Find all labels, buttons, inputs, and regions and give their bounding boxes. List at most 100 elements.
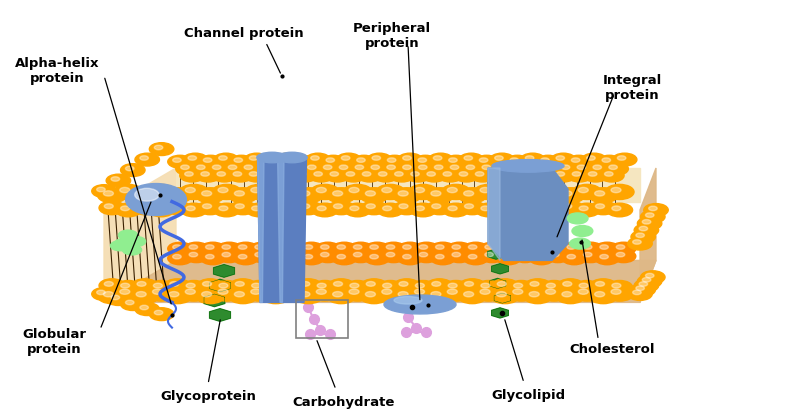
Circle shape — [154, 283, 162, 288]
Circle shape — [114, 184, 142, 200]
Circle shape — [168, 252, 192, 265]
Circle shape — [583, 245, 592, 249]
Circle shape — [332, 252, 357, 265]
Circle shape — [346, 172, 354, 176]
Circle shape — [299, 252, 324, 265]
Circle shape — [312, 203, 338, 217]
Circle shape — [414, 242, 438, 255]
Circle shape — [179, 184, 208, 200]
Circle shape — [600, 255, 608, 259]
Circle shape — [536, 155, 560, 168]
Circle shape — [594, 191, 605, 196]
Circle shape — [183, 153, 207, 166]
Circle shape — [573, 184, 602, 200]
Circle shape — [146, 286, 175, 301]
Circle shape — [304, 255, 313, 259]
Circle shape — [402, 156, 411, 160]
Circle shape — [448, 206, 457, 211]
Circle shape — [398, 291, 408, 297]
Circle shape — [230, 201, 256, 215]
Circle shape — [628, 288, 652, 300]
Circle shape — [464, 291, 474, 297]
Circle shape — [434, 156, 442, 160]
Circle shape — [148, 281, 174, 294]
Circle shape — [334, 163, 359, 175]
Circle shape — [562, 204, 572, 209]
Ellipse shape — [277, 152, 307, 163]
Text: Alpha-helix
protein: Alpha-helix protein — [15, 58, 100, 85]
Circle shape — [173, 158, 182, 163]
Ellipse shape — [394, 297, 422, 304]
Circle shape — [382, 242, 406, 255]
Circle shape — [410, 172, 419, 176]
Circle shape — [214, 281, 239, 294]
Circle shape — [449, 158, 458, 163]
Circle shape — [572, 226, 593, 236]
Circle shape — [154, 206, 162, 211]
Circle shape — [173, 255, 182, 259]
Circle shape — [498, 204, 506, 209]
Circle shape — [135, 303, 159, 315]
Circle shape — [530, 281, 539, 286]
Circle shape — [525, 201, 550, 215]
Circle shape — [519, 169, 543, 182]
Polygon shape — [176, 168, 640, 202]
Circle shape — [546, 187, 555, 193]
Circle shape — [540, 286, 569, 301]
Circle shape — [301, 281, 310, 286]
Circle shape — [432, 204, 441, 209]
Circle shape — [153, 289, 162, 294]
Circle shape — [278, 184, 306, 200]
Circle shape — [562, 165, 570, 170]
Circle shape — [498, 281, 506, 286]
Circle shape — [165, 279, 190, 292]
Circle shape — [612, 283, 621, 288]
Circle shape — [529, 191, 539, 196]
Circle shape — [578, 250, 603, 262]
Circle shape — [186, 289, 195, 294]
Circle shape — [409, 286, 438, 301]
Circle shape — [316, 242, 340, 255]
Circle shape — [562, 242, 586, 255]
Circle shape — [310, 156, 319, 160]
Circle shape — [282, 242, 307, 255]
Circle shape — [482, 165, 490, 170]
Circle shape — [246, 281, 272, 294]
Circle shape — [422, 169, 446, 182]
Circle shape — [425, 188, 454, 203]
Circle shape — [633, 240, 642, 244]
Circle shape — [579, 283, 588, 288]
Circle shape — [235, 281, 244, 286]
Circle shape — [646, 213, 654, 218]
Circle shape — [170, 204, 178, 209]
Circle shape — [546, 165, 554, 170]
Circle shape — [476, 203, 502, 217]
Polygon shape — [488, 168, 500, 260]
Circle shape — [306, 153, 330, 166]
Circle shape — [382, 155, 407, 168]
Circle shape — [136, 191, 146, 196]
Circle shape — [572, 172, 581, 176]
Circle shape — [365, 242, 390, 255]
Circle shape — [136, 291, 146, 297]
Circle shape — [169, 191, 179, 196]
Circle shape — [556, 156, 565, 160]
Circle shape — [154, 145, 163, 150]
Circle shape — [631, 284, 655, 296]
Circle shape — [294, 289, 323, 304]
Circle shape — [196, 169, 220, 182]
Circle shape — [316, 187, 326, 193]
Circle shape — [530, 204, 539, 209]
Circle shape — [366, 291, 375, 297]
Circle shape — [228, 169, 253, 182]
Circle shape — [649, 206, 658, 211]
Circle shape — [595, 252, 619, 265]
Circle shape — [246, 203, 272, 217]
Circle shape — [418, 158, 426, 163]
Circle shape — [126, 184, 186, 215]
Circle shape — [266, 252, 291, 265]
Circle shape — [345, 203, 370, 217]
Circle shape — [572, 163, 597, 175]
Circle shape — [318, 163, 343, 175]
Circle shape — [327, 289, 356, 304]
